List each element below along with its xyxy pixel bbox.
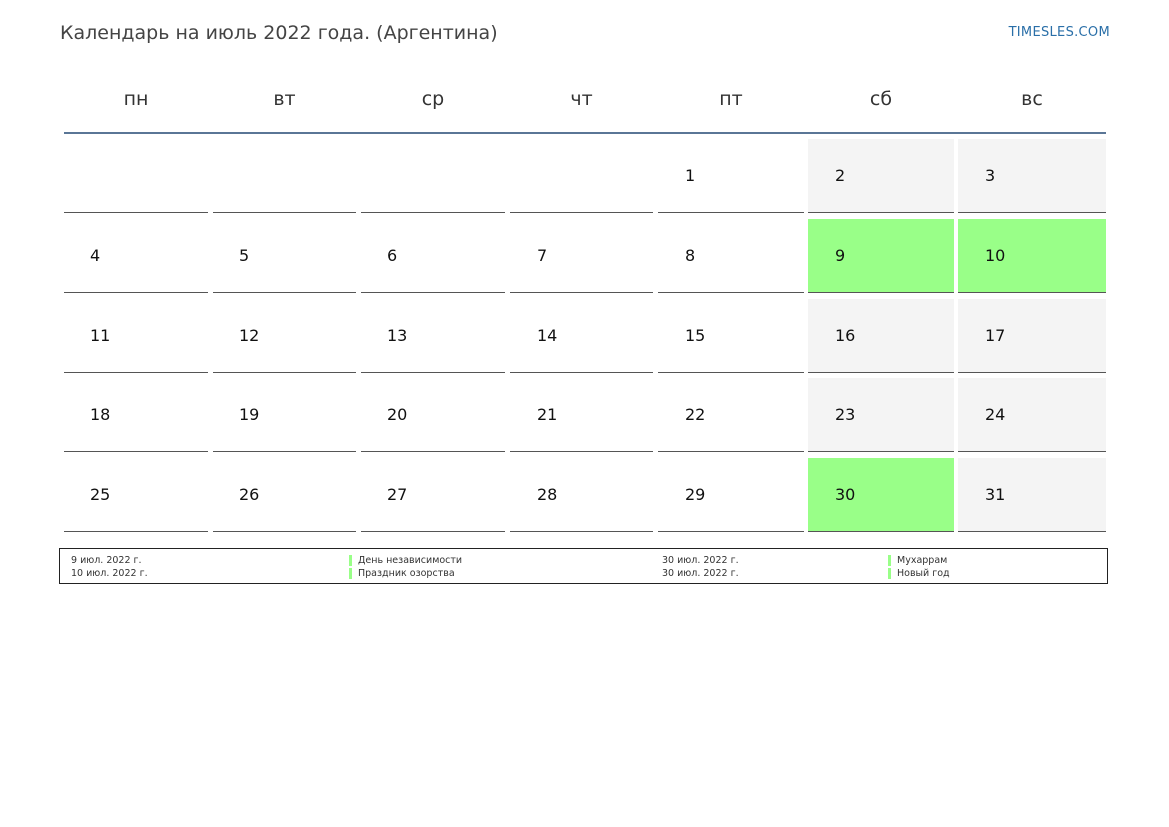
legend-date: 30 июл. 2022 г. (662, 568, 739, 579)
day-number: 14 (537, 326, 558, 345)
day-number: 24 (985, 405, 1006, 424)
weekday-mon: пн (123, 88, 149, 110)
day-cell-23[interactable]: 23 (808, 378, 954, 452)
day-cell-1[interactable]: 1 (658, 139, 804, 213)
day-cell-20[interactable]: 20 (361, 378, 505, 452)
day-cell-18[interactable]: 18 (64, 378, 208, 452)
legend-color-marker (349, 568, 352, 579)
day-number: 16 (835, 326, 856, 345)
weekday-wed: ср (421, 88, 445, 110)
day-number: 11 (90, 326, 111, 345)
day-number: 23 (835, 405, 856, 424)
day-cell-28[interactable]: 28 (510, 458, 653, 532)
day-number: 27 (387, 485, 408, 504)
legend-holiday-name: Мухаррам (897, 555, 948, 566)
weekday-thu: чт (570, 88, 593, 110)
weekday-tue: вт (273, 88, 296, 110)
legend-holiday-name: День независимости (358, 555, 463, 566)
day-number: 2 (835, 166, 846, 185)
day-number: 5 (239, 246, 250, 265)
day-number: 22 (685, 405, 706, 424)
day-number: 13 (387, 326, 408, 345)
day-number: 10 (985, 246, 1006, 265)
day-cell-6[interactable]: 6 (361, 219, 505, 293)
legend-color-marker (349, 555, 352, 566)
day-cell-31[interactable]: 31 (958, 458, 1106, 532)
day-cell-12[interactable]: 12 (213, 299, 356, 373)
day-number: 7 (537, 246, 548, 265)
weekday-fri: пт (719, 88, 743, 110)
weekday-header: пн вт ср чт пт сб вс (64, 84, 1106, 134)
day-number: 12 (239, 326, 260, 345)
legend-date: 9 июл. 2022 г. (71, 555, 142, 566)
legend-holiday-name: Новый год (897, 568, 950, 579)
day-number: 6 (387, 246, 398, 265)
empty-day-cell (510, 139, 653, 213)
day-number: 19 (239, 405, 260, 424)
day-cell-9[interactable]: 9 (808, 219, 954, 293)
day-cell-3[interactable]: 3 (958, 139, 1106, 213)
day-cell-2[interactable]: 2 (808, 139, 954, 213)
page-title: Календарь на июль 2022 года. (Аргентина) (60, 22, 498, 44)
day-cell-24[interactable]: 24 (958, 378, 1106, 452)
day-number: 1 (685, 166, 696, 185)
legend-color-marker (888, 568, 891, 579)
day-cell-21[interactable]: 21 (510, 378, 653, 452)
day-cell-14[interactable]: 14 (510, 299, 653, 373)
weekday-sun: вс (1021, 88, 1043, 110)
day-number: 31 (985, 485, 1006, 504)
day-cell-27[interactable]: 27 (361, 458, 505, 532)
day-number: 20 (387, 405, 408, 424)
calendar-grid: 1 2 3 4 5 6 7 8 9 10 11 12 13 14 15 16 17 18 19 20 21 22 23 24 2… (64, 139, 1106, 539)
holiday-legend: 9 июл. 2022 г. 10 июл. 2022 г. День неза… (59, 548, 1108, 584)
day-number: 30 (835, 485, 856, 504)
site-link[interactable]: TIMESLES.COM (1008, 25, 1110, 40)
day-number: 8 (685, 246, 696, 265)
day-number: 4 (90, 246, 101, 265)
day-cell-30[interactable]: 30 (808, 458, 954, 532)
day-cell-4[interactable]: 4 (64, 219, 208, 293)
day-number: 18 (90, 405, 111, 424)
day-number: 15 (685, 326, 706, 345)
day-number: 17 (985, 326, 1006, 345)
day-cell-16[interactable]: 16 (808, 299, 954, 373)
legend-date: 10 июл. 2022 г. (71, 568, 148, 579)
legend-date: 30 июл. 2022 г. (662, 555, 739, 566)
day-number: 25 (90, 485, 111, 504)
day-cell-7[interactable]: 7 (510, 219, 653, 293)
day-cell-26[interactable]: 26 (213, 458, 356, 532)
day-cell-25[interactable]: 25 (64, 458, 208, 532)
day-cell-5[interactable]: 5 (213, 219, 356, 293)
empty-day-cell (64, 139, 208, 213)
day-number: 3 (985, 166, 996, 185)
day-cell-11[interactable]: 11 (64, 299, 208, 373)
day-cell-15[interactable]: 15 (658, 299, 804, 373)
day-number: 28 (537, 485, 558, 504)
weekday-sat: сб (869, 88, 893, 110)
day-number: 29 (685, 485, 706, 504)
day-cell-19[interactable]: 19 (213, 378, 356, 452)
day-number: 21 (537, 405, 558, 424)
empty-day-cell (361, 139, 505, 213)
legend-color-marker (888, 555, 891, 566)
day-cell-13[interactable]: 13 (361, 299, 505, 373)
day-cell-17[interactable]: 17 (958, 299, 1106, 373)
day-cell-29[interactable]: 29 (658, 458, 804, 532)
day-number: 26 (239, 485, 260, 504)
day-cell-8[interactable]: 8 (658, 219, 804, 293)
legend-holiday-name: Праздник озорства (358, 568, 455, 579)
day-cell-10[interactable]: 10 (958, 219, 1106, 293)
day-number: 9 (835, 246, 846, 265)
day-cell-22[interactable]: 22 (658, 378, 804, 452)
empty-day-cell (213, 139, 356, 213)
